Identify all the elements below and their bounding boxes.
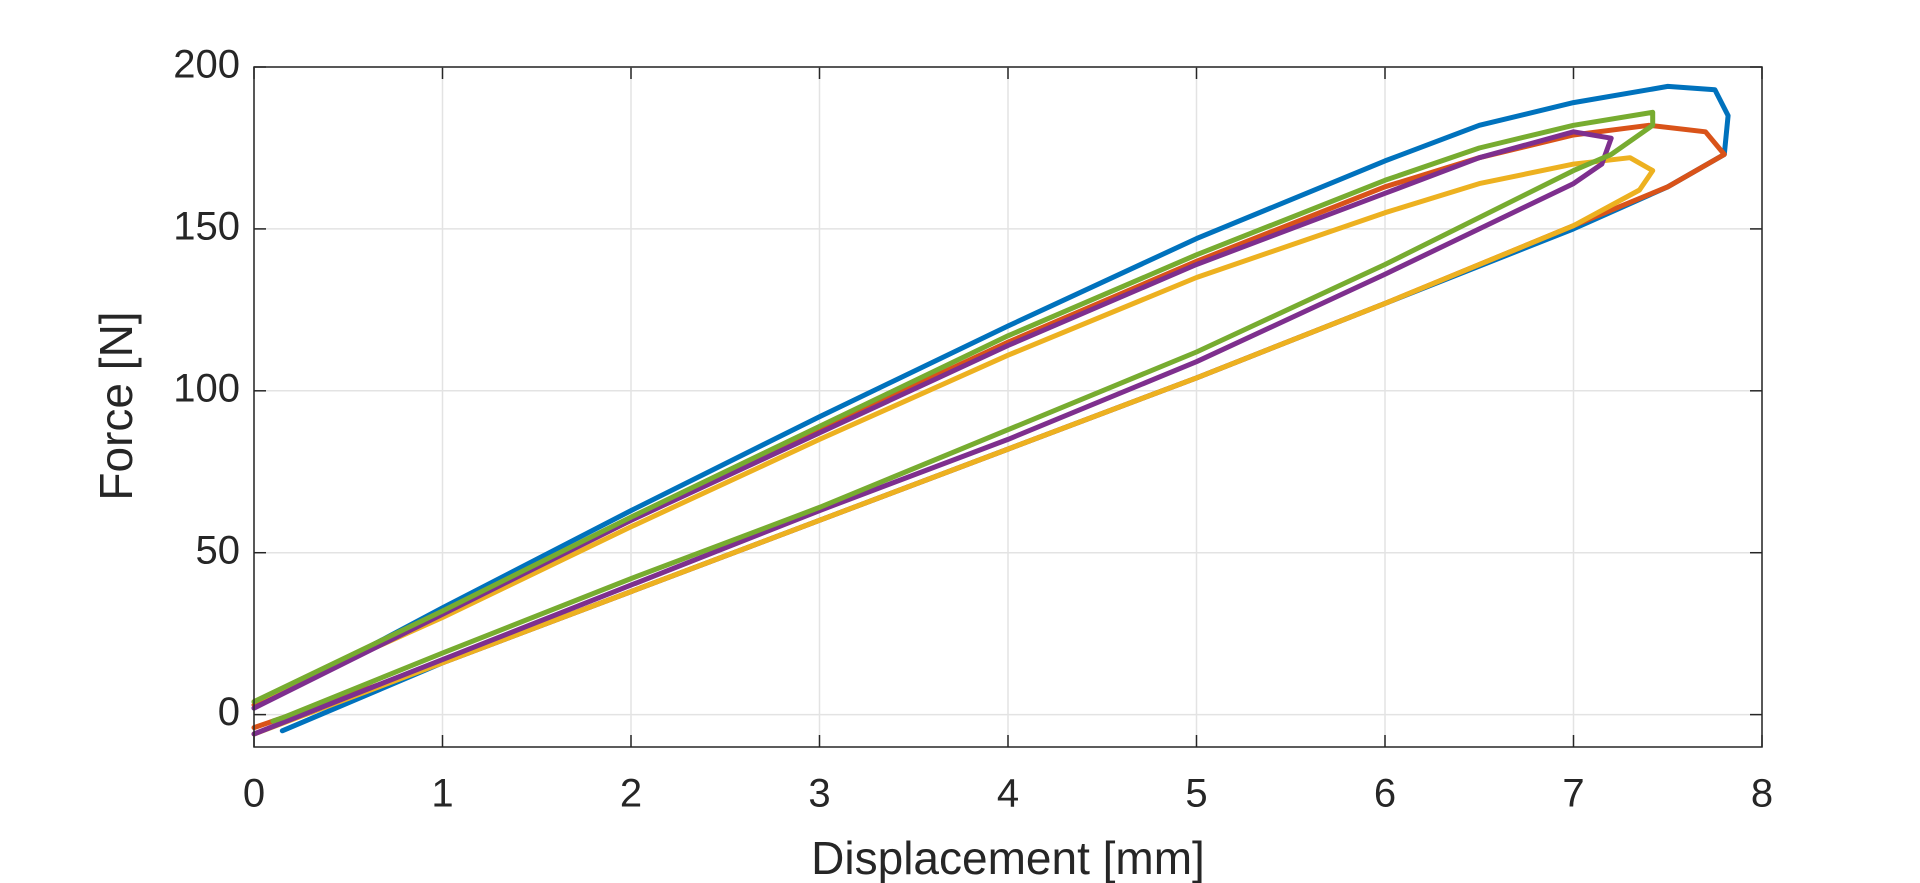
y-tick-label: 50 xyxy=(196,528,241,572)
x-tick-label: 7 xyxy=(1562,772,1584,816)
x-tick-label: 2 xyxy=(620,772,642,816)
x-tick-label: 0 xyxy=(243,772,265,816)
y-axis-label: Force [N] xyxy=(90,311,142,500)
x-axis-label: Displacement [mm] xyxy=(811,832,1205,883)
x-tick-label: 8 xyxy=(1751,772,1773,816)
y-tick-label: 150 xyxy=(173,204,240,248)
x-tick-label: 6 xyxy=(1374,772,1396,816)
x-tick-label: 5 xyxy=(1185,772,1207,816)
x-tick-label: 3 xyxy=(808,772,830,816)
data-line xyxy=(251,83,1731,734)
x-tick-label: 4 xyxy=(997,772,1019,816)
data-line xyxy=(251,129,1614,737)
y-tick-label: 100 xyxy=(173,366,240,410)
axes-box xyxy=(253,66,1763,748)
data-line xyxy=(251,109,1656,724)
data-line xyxy=(251,155,1656,737)
y-tick-label: 0 xyxy=(218,690,240,734)
y-tick-label: 200 xyxy=(173,43,240,87)
x-tick-label: 1 xyxy=(431,772,453,816)
